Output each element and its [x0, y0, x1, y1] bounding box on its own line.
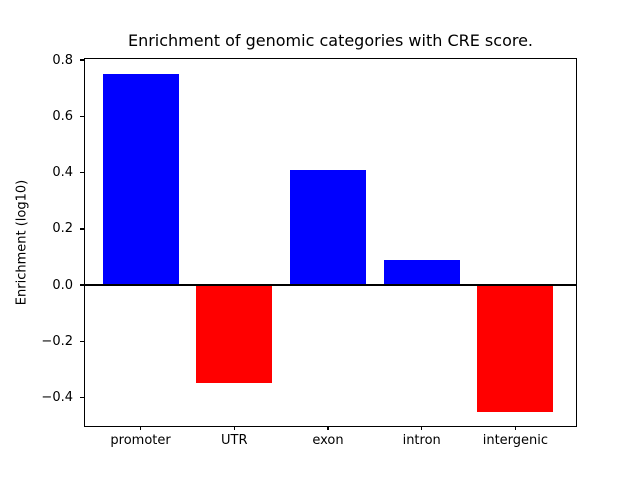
x-tick-mark [233, 426, 236, 430]
y-tick-label: 0.8 [52, 52, 73, 68]
y-tick-mark [80, 396, 84, 399]
y-tick-mark [80, 340, 84, 342]
y-tick-label: 0.2 [52, 221, 73, 237]
bar-UTR [196, 285, 273, 384]
y-tick-mark [80, 171, 84, 174]
x-tick-label-intron: intron [402, 433, 441, 448]
y-tick-label: −0.2 [41, 333, 73, 349]
y-tick-label: 0.4 [52, 165, 73, 180]
zero-baseline [85, 284, 576, 286]
y-tick-label: 0.6 [52, 108, 73, 124]
x-tick-mark [327, 426, 329, 430]
y-tick-mark [80, 284, 84, 286]
y-tick-mark [80, 115, 84, 117]
x-tick-label-UTR: UTR [221, 433, 248, 448]
bar-intron [383, 259, 460, 285]
y-tick-mark [80, 228, 84, 230]
x-tick-mark [139, 426, 142, 430]
x-tick-label-promoter: promoter [110, 433, 171, 448]
y-tick-mark [80, 59, 84, 61]
bar-exon [290, 169, 366, 285]
y-tick-label: −0.4 [41, 390, 73, 405]
x-tick-label-intergenic: intergenic [482, 433, 549, 448]
x-tick-mark [420, 426, 423, 430]
bars-layer [85, 59, 576, 426]
bar-promoter [102, 74, 179, 285]
x-tick-label-exon: exon [312, 433, 344, 448]
x-tick-mark [514, 426, 517, 430]
plot-area [84, 58, 577, 427]
bar-intergenic [477, 285, 554, 412]
chart-title: Enrichment of genomic categories with CR… [127, 31, 534, 50]
y-tick-label: 0.0 [52, 277, 73, 293]
